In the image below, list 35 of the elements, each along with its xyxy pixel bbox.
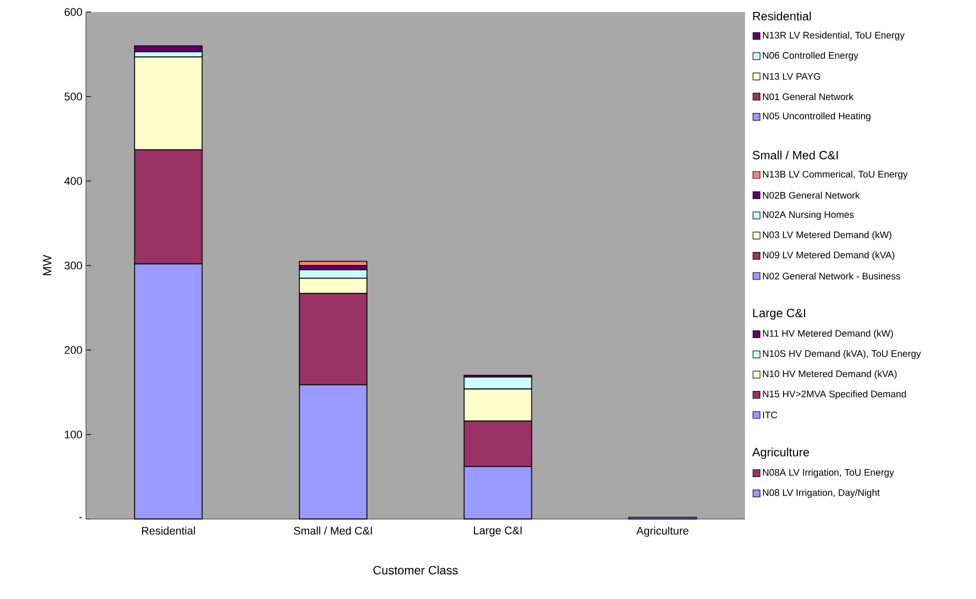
legend-label: N09 LV Metered Demand (kVA) [762, 251, 894, 260]
legend-label: N10 HV Metered Demand (kVA) [762, 370, 897, 380]
x-tick-label: Residential [142, 526, 195, 535]
legend-label: N02 General Network - Business [762, 272, 900, 280]
x-tick-label: Large C&I [474, 526, 522, 536]
category-label: Large C&I [753, 308, 806, 320]
legend-label: N06 Controlled Energy [762, 52, 858, 61]
category-label: Residential [753, 12, 811, 20]
y-tick-label: 300 [64, 262, 82, 270]
legend-label: N11 HV Metered Demand (kW) [762, 330, 893, 339]
legend-label: N02A Nursing Homes [762, 210, 854, 220]
legend-label: N08A LV Irrigation, ToU Energy [762, 468, 894, 478]
x-axis-title: Customer Class [373, 566, 458, 574]
legend-label: N15 HV>2MVA Specified Demand [762, 390, 906, 400]
legend-label: N02B General Network [762, 192, 860, 199]
category-label: Agriculture [752, 448, 810, 459]
y-tick-label: 400 [64, 177, 82, 185]
legend-label: N13B LV Commerical, ToU Energy [762, 170, 908, 180]
y-tick-label: 500 [64, 92, 82, 100]
x-tick-label: Agriculture [636, 526, 688, 537]
y-tick-label: 600 [64, 8, 82, 16]
legend-label: N13R LV Residential, ToU Energy [762, 32, 905, 40]
legend-label: N03 LV Metered Demand (kW) [762, 231, 892, 240]
y-tick-label: 200 [64, 346, 82, 354]
legend-label: N08 LV Irrigation, Day/Night [762, 488, 880, 498]
y-tick-label: 100 [64, 430, 82, 438]
y-tick-label: - [79, 517, 82, 518]
legend-label: N13 LV PAYG [762, 73, 820, 80]
legend-label: N10S HV Demand (kVA), ToU Energy [762, 350, 921, 359]
legend-label: N01 General Network [762, 93, 854, 100]
legend-label: N05 Uncontrolled Heating [762, 112, 870, 122]
y-axis-title: MW [43, 254, 52, 276]
x-tick-label: Small / Med C&I [294, 526, 372, 535]
category-label: Small / Med C&I [752, 150, 838, 160]
legend-label: ITC [763, 412, 778, 418]
